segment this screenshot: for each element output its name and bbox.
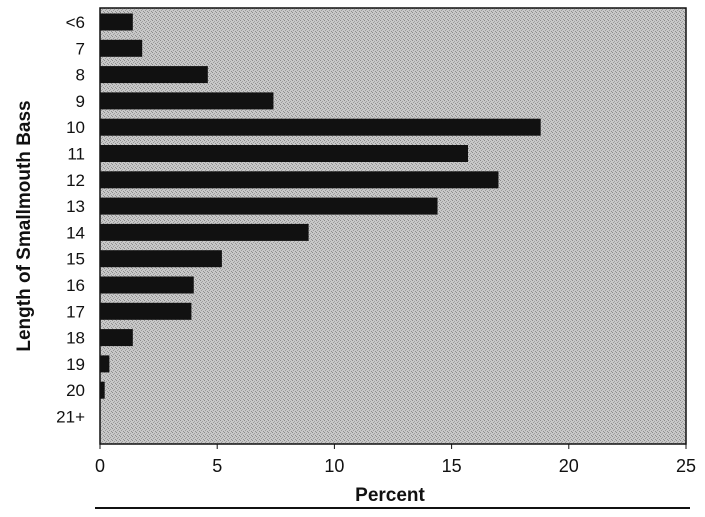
bar-8 <box>100 223 309 241</box>
bar-5 <box>100 145 469 162</box>
x-tick-label: 0 <box>95 456 105 476</box>
y-tick-label: 21+ <box>56 408 85 427</box>
x-tick-label: 20 <box>559 456 579 476</box>
bar-9 <box>100 250 222 268</box>
y-tick-label: 14 <box>66 223 85 242</box>
x-axis-title: Percent <box>355 485 425 506</box>
bar-14 <box>100 381 105 399</box>
bar-11 <box>100 302 192 320</box>
y-tick-label: 20 <box>66 381 85 400</box>
y-tick-label: 11 <box>67 145 85 164</box>
y-tick-label: 7 <box>76 39 85 58</box>
bar-10 <box>100 276 194 294</box>
y-tick-label: 13 <box>66 197 85 216</box>
bar-13 <box>100 355 110 373</box>
y-tick-label: 17 <box>66 302 85 321</box>
y-tick-label: 19 <box>66 355 85 374</box>
y-tick-label: 15 <box>66 250 85 269</box>
x-tick-label: 10 <box>324 456 344 476</box>
bar-0 <box>100 13 133 31</box>
bar-1 <box>100 39 143 57</box>
x-tick-label: 5 <box>212 456 222 476</box>
bar-2 <box>100 66 208 84</box>
bar-12 <box>100 329 133 347</box>
bar-6 <box>100 171 499 189</box>
x-tick-labels: 0 5 10 15 20 25 <box>95 444 696 476</box>
y-tick-label: <6 <box>66 13 85 32</box>
y-axis-title: Length of Smallmouth Bass <box>14 100 35 351</box>
bars-layer <box>100 13 541 399</box>
y-tick-labels: <6 7 8 9 10 11 12 13 14 15 16 17 18 19 20 21+ <box>56 13 85 427</box>
y-tick-label: 8 <box>76 66 85 85</box>
bar-7 <box>100 197 438 215</box>
y-tick-label: 18 <box>66 329 85 348</box>
x-tick-label: 25 <box>676 456 696 476</box>
y-tick-label: 16 <box>66 276 85 295</box>
y-tick-label: 10 <box>66 118 85 137</box>
bar-3 <box>100 92 274 110</box>
y-tick-label: 9 <box>76 92 85 111</box>
y-tick-label: 12 <box>66 171 85 190</box>
bar-4 <box>100 118 541 136</box>
x-tick-label: 15 <box>442 456 462 476</box>
